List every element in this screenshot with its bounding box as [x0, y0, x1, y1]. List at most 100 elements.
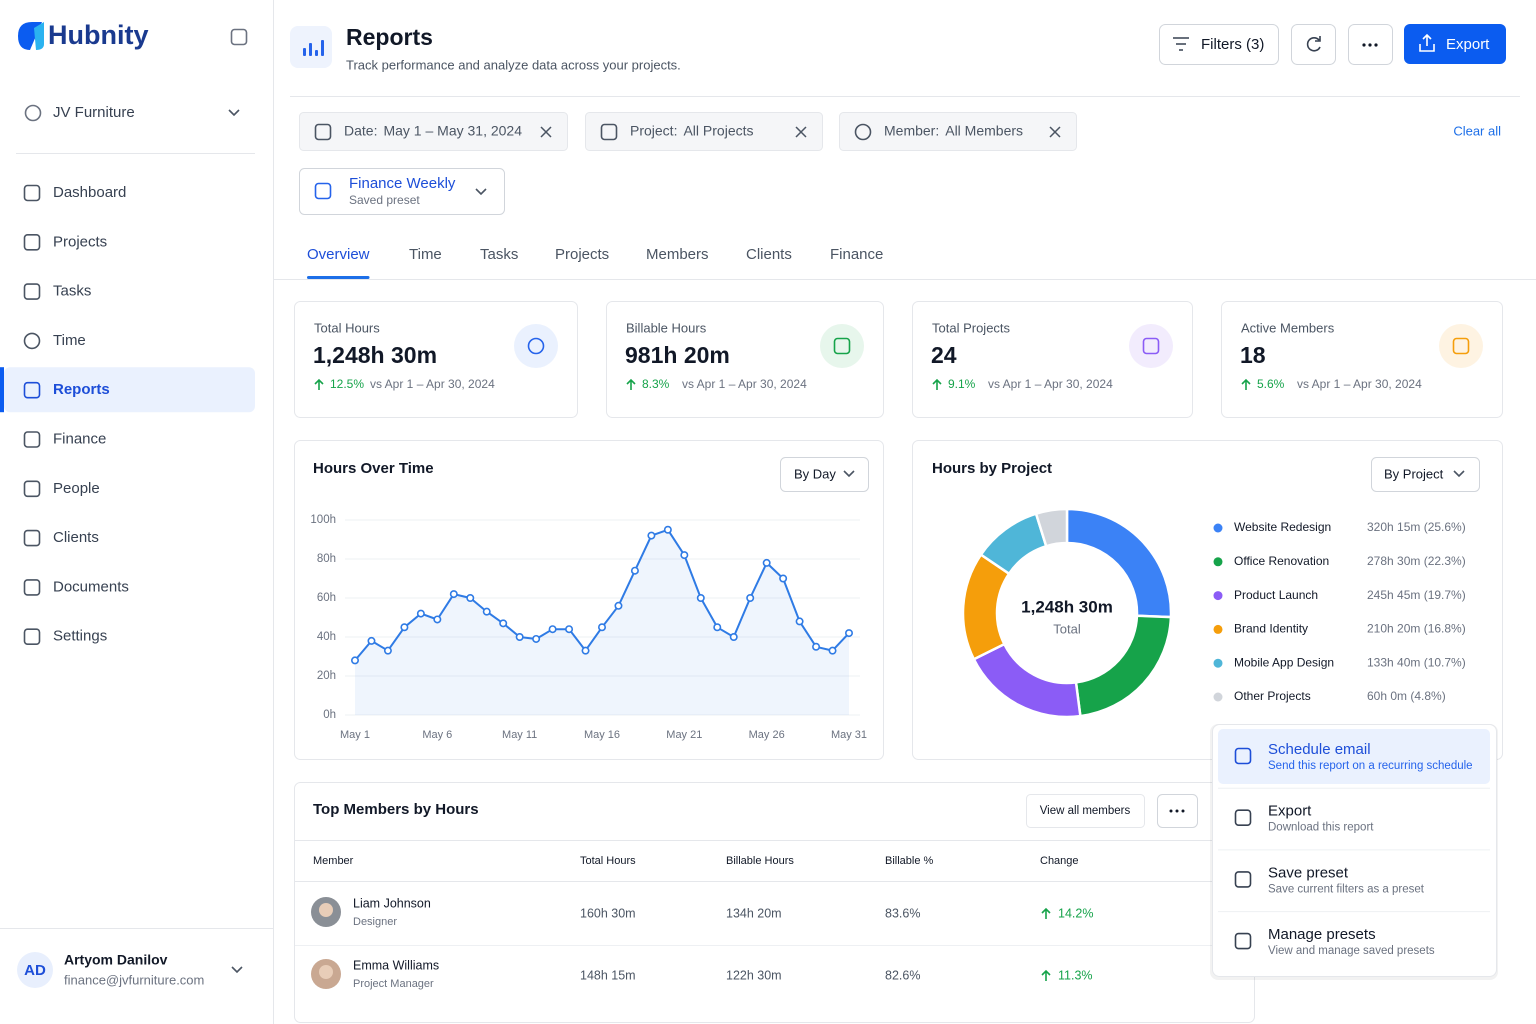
point [597, 623, 606, 632]
menu-item-active-bg[interactable] [1218, 729, 1490, 784]
nav-item[interactable]: Dashboard [53, 184, 126, 201]
chip-icon [314, 123, 332, 141]
tab[interactable]: Time [409, 246, 442, 263]
cell: 82.6% [885, 968, 920, 982]
filters-button[interactable] [1159, 24, 1279, 65]
dot [1181, 809, 1185, 813]
refresh-button[interactable] [1291, 24, 1336, 65]
dropdown[interactable] [780, 457, 869, 492]
preset-selector[interactable] [299, 168, 505, 215]
avatar-initials: AD [24, 962, 46, 979]
preset-name: Finance Weekly [349, 175, 456, 192]
workspace-icon [24, 104, 42, 122]
clear-all-link[interactable]: Clear all [1453, 123, 1501, 138]
filter-chip[interactable] [299, 112, 568, 151]
legend-dot [1213, 591, 1223, 601]
filters-label: Filters (3) [1201, 36, 1264, 53]
nav-icon [23, 480, 41, 498]
header-icon-bar [321, 40, 324, 56]
x-tick-label: May 1 [340, 729, 370, 741]
point [614, 601, 623, 610]
workspace-name: JV Furniture [53, 104, 135, 121]
chevron [843, 470, 855, 478]
dot [1175, 809, 1179, 813]
kpi-icon-bg [1129, 324, 1173, 368]
close-icon[interactable] [1049, 126, 1061, 138]
close-icon[interactable] [795, 126, 807, 138]
menu-item-title[interactable]: Manage presets [1268, 926, 1376, 943]
view-all-button[interactable] [1026, 794, 1145, 828]
nav-icon [23, 234, 41, 251]
chart-title: Hours by Project [932, 460, 1052, 477]
tab[interactable]: Overview [307, 246, 370, 263]
donut-segment [1034, 507, 1069, 548]
legend-value: 278h 30m (22.3%) [1367, 554, 1466, 568]
nav-item[interactable]: People [53, 480, 100, 497]
menu-item-title[interactable]: Schedule email [1268, 741, 1371, 758]
nav-item[interactable]: Time [53, 332, 86, 349]
member-role: Designer [353, 916, 397, 928]
point [828, 646, 837, 655]
point [515, 632, 524, 641]
dropdown[interactable] [1371, 457, 1480, 492]
legend-value: 133h 40m (10.7%) [1367, 655, 1466, 669]
up-arrow [626, 378, 636, 390]
kpi-label: Billable Hours [626, 320, 707, 335]
tab[interactable]: Members [646, 246, 709, 263]
tab[interactable]: Tasks [480, 246, 518, 263]
tab[interactable]: Finance [830, 246, 883, 263]
nav-item[interactable]: Tasks [53, 283, 91, 300]
menu-item-title[interactable]: Save preset [1268, 864, 1349, 881]
chart-title: Hours Over Time [313, 460, 434, 477]
nav-item[interactable]: Finance [53, 430, 106, 447]
dropdown-label: By Project [1384, 466, 1444, 481]
kpi-compare: vs Apr 1 – Apr 30, 2024 [370, 377, 495, 391]
nav-icon [23, 332, 41, 350]
point [383, 646, 392, 655]
export-button[interactable] [1404, 24, 1506, 64]
cell-change: 11.3% [1058, 968, 1093, 982]
filter-chip[interactable] [585, 112, 823, 151]
header-icon-bar [303, 48, 306, 56]
nav-item[interactable]: Projects [53, 233, 107, 250]
page-subtitle: Track performance and analyze data acros… [346, 57, 681, 72]
dot [1374, 43, 1378, 47]
kpi-compare: vs Apr 1 – Apr 30, 2024 [1297, 377, 1422, 391]
menu-icon [1234, 809, 1252, 827]
menu-item-title[interactable]: Export [1268, 803, 1312, 820]
kpi-change: 8.3% [642, 377, 670, 391]
nav-active-bg [4, 367, 255, 413]
kpi-label: Total Hours [314, 320, 380, 335]
nav-item[interactable]: Reports [53, 381, 110, 398]
tab[interactable]: Projects [555, 246, 609, 263]
legend-value: 245h 45m (19.7%) [1367, 588, 1466, 602]
chip-value: All Projects [683, 123, 753, 139]
nav-item[interactable]: Documents [53, 578, 129, 595]
member-name: Liam Johnson [353, 896, 431, 910]
y-tick-label: 60h [317, 592, 336, 604]
cell: 160h 30m [580, 906, 636, 920]
kpi-compare: vs Apr 1 – Apr 30, 2024 [682, 377, 807, 391]
point [532, 634, 541, 643]
kpi-icon [1142, 337, 1160, 355]
point [581, 646, 590, 655]
y-tick-label: 40h [317, 631, 336, 643]
donut-center-label: Total [1053, 621, 1081, 636]
close-icon[interactable] [540, 126, 552, 138]
export-label: Export [1446, 36, 1490, 53]
tab[interactable]: Clients [746, 246, 792, 263]
kpi-card [912, 301, 1193, 418]
page-title: Reports [346, 24, 433, 50]
x-tick-label: May 31 [831, 729, 867, 741]
filter-chip[interactable] [839, 112, 1077, 151]
nav-item[interactable]: Clients [53, 529, 99, 546]
nav-item[interactable]: Settings [53, 628, 107, 645]
legend-value: 320h 15m (25.6%) [1367, 520, 1466, 534]
chip-icon [600, 123, 618, 141]
point [779, 574, 788, 583]
legend-label: Mobile App Design [1234, 655, 1334, 669]
point [746, 593, 755, 602]
chip-value: May 1 – May 31, 2024 [383, 123, 522, 139]
column-header: Billable % [885, 855, 934, 867]
chevron [228, 109, 240, 117]
